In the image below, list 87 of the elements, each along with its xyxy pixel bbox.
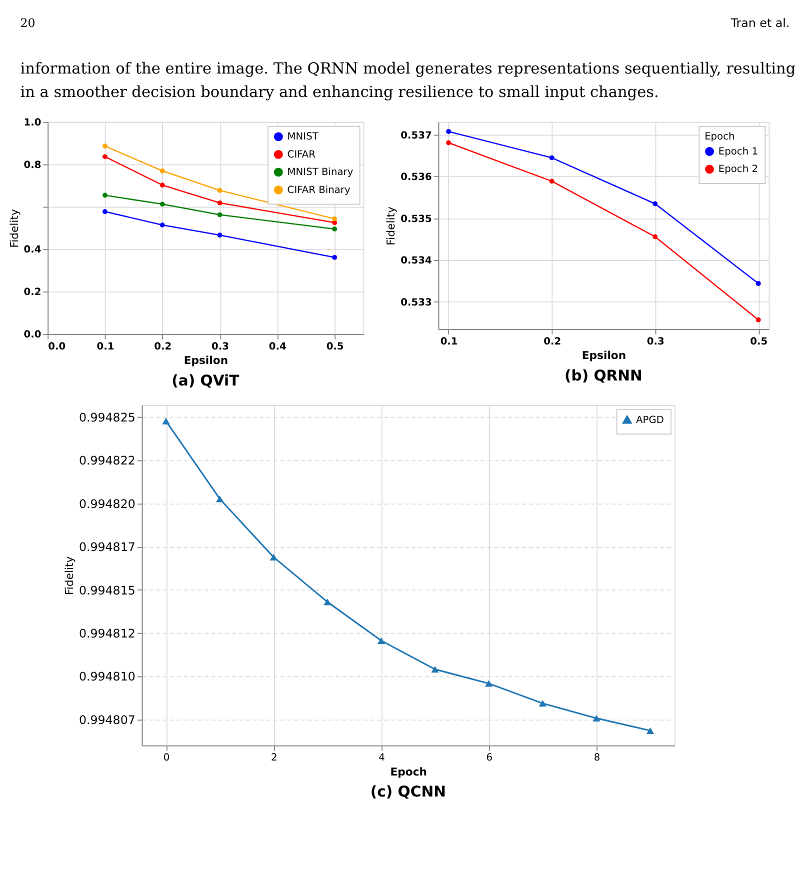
point <box>549 155 554 160</box>
y-tick-label: 0.994820 <box>78 496 136 511</box>
y-tick-label: 0.8 <box>24 160 42 171</box>
point <box>756 317 761 322</box>
point <box>217 232 222 238</box>
point <box>538 700 546 707</box>
y-tick-label: 1.0 <box>24 117 42 128</box>
point <box>217 200 222 206</box>
legend-label: Epoch 2 <box>718 164 758 176</box>
point <box>332 216 338 222</box>
legend-title: Epoch <box>704 132 735 143</box>
x-tick-label: 0.5 <box>326 341 344 352</box>
y-tick-label: 0.994810 <box>78 670 136 684</box>
point <box>431 666 439 673</box>
point <box>102 192 108 198</box>
x-tick-label: 0.0 <box>48 341 66 352</box>
x-tick-label: 0.5 <box>750 336 768 348</box>
y-tick-label: 0.534 <box>400 256 432 267</box>
y-tick-label: 0.4 <box>24 244 42 256</box>
point <box>162 418 170 424</box>
y-tick-label: 0.537 <box>400 130 432 142</box>
x-tick-label: 0.1 <box>96 341 114 352</box>
point <box>102 144 108 149</box>
point <box>270 554 278 561</box>
x-tick-label: 4 <box>378 752 385 764</box>
point <box>160 168 165 174</box>
point <box>377 637 386 644</box>
legend-label: Epoch 1 <box>718 146 758 158</box>
text: (b) QRNN <box>564 367 642 384</box>
y-tick-label: 0.2 <box>24 287 42 298</box>
y-tick-label: 0.994807 <box>78 712 136 727</box>
point <box>592 714 600 722</box>
y-tick-label: 0.536 <box>400 172 432 184</box>
x-tick-label: 0.2 <box>154 341 172 352</box>
legend-label: CIFAR Binary <box>287 184 350 196</box>
y-tick-label: 0.994822 <box>78 454 136 468</box>
x-tick-label: 0.3 <box>646 336 664 348</box>
y-tick-label: 0.0 <box>24 329 42 340</box>
y-tick-label: 0.994815 <box>78 583 136 598</box>
x-tick-label: 0 <box>163 752 170 764</box>
legend-label: APGD <box>636 414 664 426</box>
x-tick-label: 2 <box>270 752 278 764</box>
y-tick-label: 0.994812 <box>78 626 136 640</box>
point <box>485 680 493 687</box>
x-tick-label: 6 <box>486 752 492 764</box>
point <box>446 140 452 146</box>
x-tick-label: 0.3 <box>212 341 230 352</box>
point <box>160 182 165 188</box>
legend-label: MNIST <box>287 132 320 143</box>
x-tick-label: 0.4 <box>268 341 287 352</box>
point <box>102 154 108 160</box>
point <box>549 178 554 184</box>
text: (a) QViT <box>172 372 240 390</box>
legend-label: MNIST Binary <box>287 167 354 178</box>
x-axis-title: Epoch <box>390 765 428 778</box>
text: in a smoother decision boundary and enhancing resilience to small input changes. <box>20 83 659 102</box>
point <box>652 234 658 240</box>
x-axis-title: Epsilon <box>184 354 228 368</box>
text: Tran et al. <box>730 16 790 30</box>
point <box>217 188 222 193</box>
point <box>217 212 222 218</box>
text: 20 <box>20 16 36 30</box>
point <box>332 254 338 260</box>
point <box>756 281 761 286</box>
point <box>216 496 224 502</box>
x-tick-label: 8 <box>594 752 600 764</box>
point <box>160 222 165 228</box>
y-axis-title: Fidelity <box>62 556 76 596</box>
point <box>332 226 338 232</box>
x-axis-title: Epsilon <box>582 349 626 362</box>
y-tick-label: 0.535 <box>400 214 432 225</box>
point <box>652 201 658 206</box>
point <box>324 598 332 606</box>
legend-label: CIFAR <box>287 149 316 160</box>
point <box>446 129 452 134</box>
point <box>102 209 108 214</box>
y-axis-title: Fidelity <box>8 208 21 248</box>
x-tick-label: 0.2 <box>544 336 562 348</box>
text: information of the entire image. The QRNN model generates representations sequentially, resulting <box>20 60 796 78</box>
y-tick-label: 0.994825 <box>78 410 136 425</box>
point <box>160 202 165 207</box>
y-tick-label: 0.533 <box>400 297 432 308</box>
point <box>646 727 654 734</box>
y-axis-title: Fidelity <box>384 206 398 246</box>
text: (c) QCNN <box>370 784 446 801</box>
x-tick-label: 0.1 <box>440 336 458 348</box>
y-tick-label: 0.994817 <box>78 540 136 554</box>
